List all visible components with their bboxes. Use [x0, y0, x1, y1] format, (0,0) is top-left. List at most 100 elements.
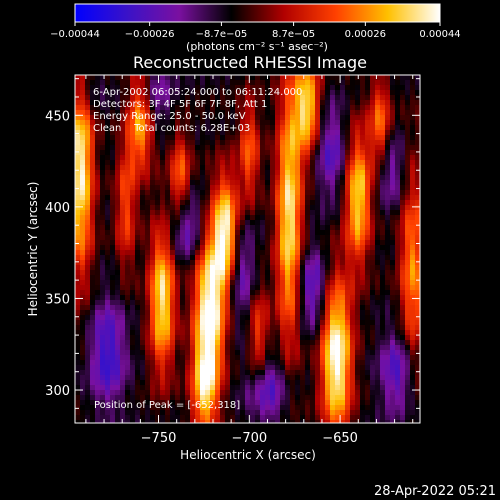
heatmap-cell — [160, 390, 166, 396]
heatmap-cell — [365, 300, 371, 306]
heatmap-cell — [285, 205, 291, 211]
heatmap-cell — [280, 95, 286, 101]
heatmap-cell — [355, 305, 361, 311]
colorbar-tick-label: −0.00044 — [50, 29, 100, 40]
heatmap-cell — [75, 235, 81, 241]
heatmap-cell — [265, 275, 271, 281]
heatmap-cell — [235, 315, 241, 321]
heatmap-cell — [245, 320, 251, 326]
heatmap-cell — [225, 145, 231, 151]
heatmap-cell — [340, 295, 346, 301]
heatmap-cell — [190, 110, 196, 116]
heatmap-cell — [335, 100, 341, 106]
heatmap-cell — [165, 155, 171, 161]
heatmap-cell — [350, 345, 356, 351]
heatmap-cell — [315, 175, 321, 181]
heatmap-cell — [260, 260, 266, 266]
heatmap-cell — [155, 390, 161, 396]
heatmap-cell — [80, 245, 86, 251]
heatmap-cell — [380, 150, 386, 156]
heatmap-cell — [240, 305, 246, 311]
heatmap-cell — [330, 245, 336, 251]
heatmap-cell — [310, 165, 316, 171]
heatmap-cell — [375, 135, 381, 141]
heatmap-cell — [300, 170, 306, 176]
heatmap-cell — [375, 275, 381, 281]
heatmap-cell — [360, 410, 366, 416]
heatmap-cell — [360, 385, 366, 391]
heatmap-cell — [340, 290, 346, 296]
heatmap-cell — [245, 240, 251, 246]
heatmap-cell — [220, 110, 226, 116]
heatmap-cell — [320, 75, 326, 81]
heatmap-cell — [135, 125, 141, 131]
heatmap-cell — [180, 170, 186, 176]
heatmap-cell — [100, 300, 106, 306]
heatmap-cell — [390, 230, 396, 236]
heatmap-cell — [305, 75, 311, 81]
heatmap-cell — [170, 390, 176, 396]
heatmap-cell — [300, 420, 306, 424]
heatmap-cell — [290, 315, 296, 321]
heatmap-cell — [160, 285, 166, 291]
heatmap-cell — [240, 380, 246, 386]
heatmap-cell — [340, 95, 346, 101]
heatmap-cell — [175, 190, 181, 196]
heatmap-cell — [255, 110, 261, 116]
heatmap-cell — [125, 320, 131, 326]
heatmap-cell — [375, 120, 381, 126]
heatmap-cell — [400, 300, 406, 306]
heatmap-cell — [280, 365, 286, 371]
heatmap-cell — [370, 150, 376, 156]
heatmap-cell — [95, 290, 101, 296]
heatmap-cell — [240, 390, 246, 396]
heatmap-cell — [380, 250, 386, 256]
heatmap-cell — [280, 270, 286, 276]
heatmap-cell — [275, 380, 281, 386]
heatmap-cell — [280, 315, 286, 321]
heatmap-cell — [280, 75, 286, 81]
heatmap-cell — [90, 355, 96, 361]
heatmap-cell — [255, 245, 261, 251]
heatmap-cell — [320, 270, 326, 276]
heatmap-cell — [370, 395, 376, 401]
heatmap-cell — [300, 120, 306, 126]
heatmap-cell — [210, 315, 216, 321]
heatmap-cell — [150, 135, 156, 141]
heatmap-cell — [90, 310, 96, 316]
y-axis-tick-label: 400 — [45, 201, 70, 216]
heatmap-cell — [185, 400, 191, 406]
heatmap-cell — [380, 185, 386, 191]
heatmap-cell — [145, 160, 151, 166]
heatmap-cell — [100, 230, 106, 236]
heatmap-cell — [270, 190, 276, 196]
heatmap-cell — [395, 380, 401, 386]
heatmap-cell — [255, 255, 261, 261]
heatmap-cell — [385, 100, 391, 106]
heatmap-cell — [130, 410, 136, 416]
heatmap-cell — [400, 160, 406, 166]
heatmap-cell — [405, 370, 411, 376]
heatmap-cell — [290, 320, 296, 326]
heatmap-cell — [170, 220, 176, 226]
heatmap-cell — [385, 205, 391, 211]
heatmap-cell — [235, 175, 241, 181]
heatmap-cell — [380, 255, 386, 261]
heatmap-cell — [200, 220, 206, 226]
heatmap-cell — [340, 310, 346, 316]
heatmap-cell — [280, 360, 286, 366]
heatmap-cell — [390, 360, 396, 366]
heatmap-cell — [370, 315, 376, 321]
heatmap-cell — [320, 370, 326, 376]
heatmap-cell — [190, 205, 196, 211]
heatmap-cell — [155, 265, 161, 271]
heatmap-cell — [120, 310, 126, 316]
heatmap-cell — [250, 125, 256, 131]
heatmap-cell — [325, 360, 331, 366]
heatmap-cell — [100, 185, 106, 191]
heatmap-cell — [270, 120, 276, 126]
heatmap-cell — [385, 310, 391, 316]
heatmap-cell — [395, 245, 401, 251]
heatmap-cell — [365, 210, 371, 216]
heatmap-cell — [80, 140, 86, 146]
